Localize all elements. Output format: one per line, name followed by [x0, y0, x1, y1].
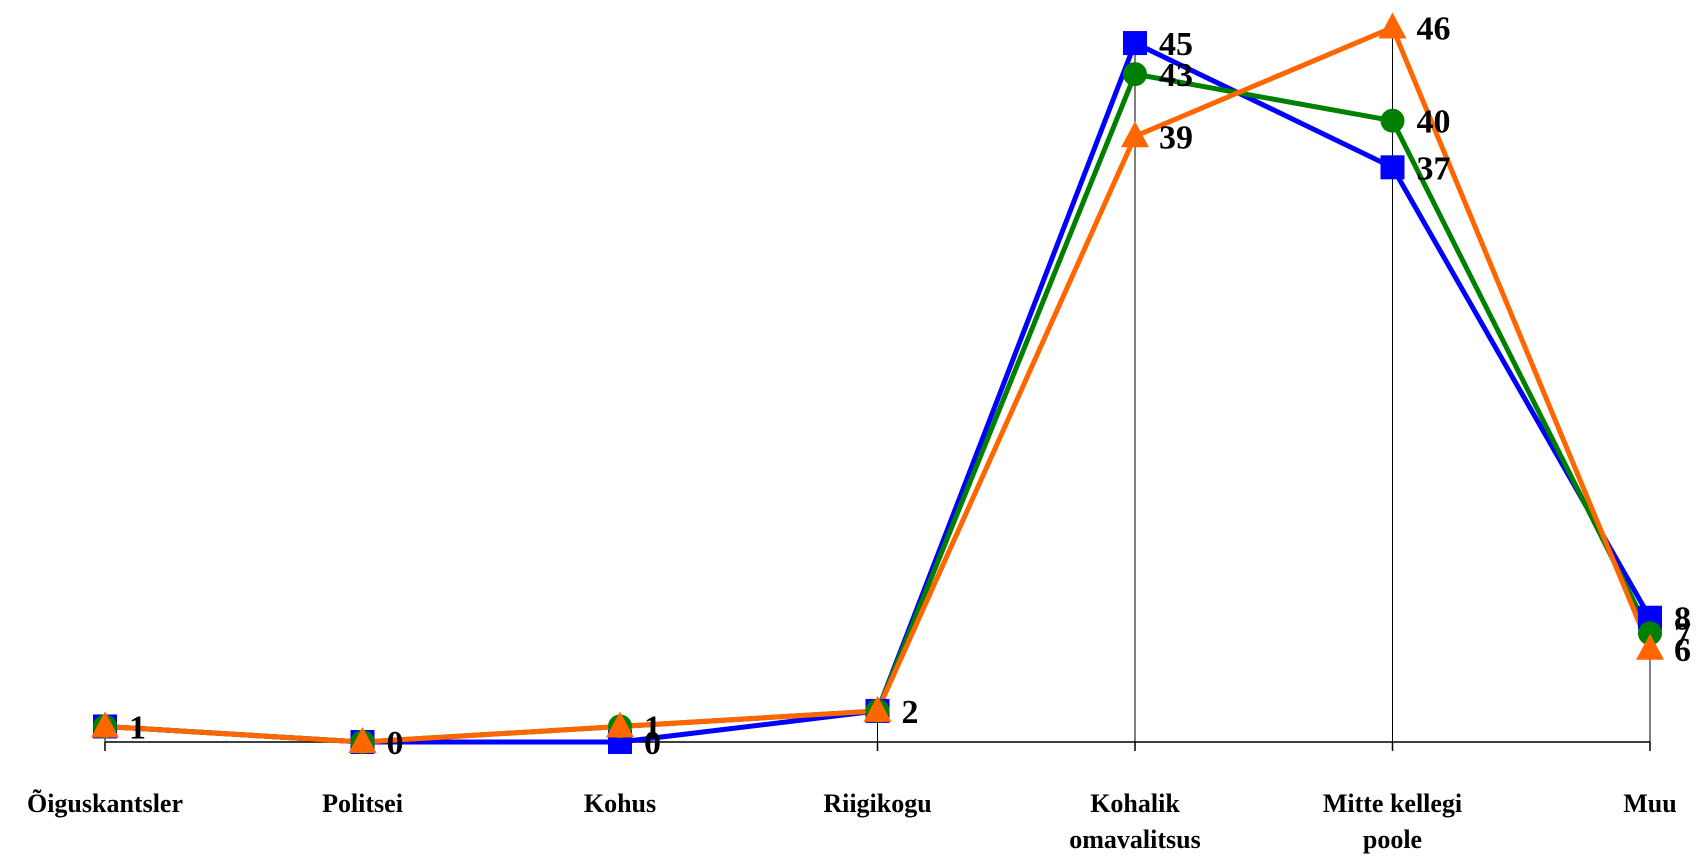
data-label: 8 — [1674, 601, 1691, 638]
data-point-triangle — [1636, 633, 1664, 660]
data-point-square — [1123, 31, 1147, 56]
x-tick-label: Muu — [1623, 789, 1676, 818]
data-label: 0 — [387, 725, 404, 762]
data-point-triangle — [91, 711, 119, 738]
data-label: 43 — [1159, 57, 1193, 94]
data-point-triangle — [606, 711, 634, 738]
x-tick-label: Mitte kellegi poole — [1323, 789, 1462, 854]
x-tick-label: Kohus — [584, 789, 656, 818]
data-point-circle — [1638, 621, 1662, 646]
data-label: 46 — [1417, 11, 1451, 48]
data-label: 39 — [1159, 119, 1193, 156]
data-point-triangle — [863, 695, 892, 722]
data-point-square — [1380, 155, 1405, 180]
x-tick-label-line: Muu — [1623, 789, 1676, 818]
data-label: 6 — [1674, 632, 1691, 669]
x-tick-label-line: Kohalik — [1090, 789, 1180, 818]
data-label: 2 — [902, 694, 919, 731]
data-label: 40 — [1417, 104, 1451, 141]
x-tick-label-line: Kohus — [584, 789, 656, 818]
x-tick-label-line: Mitte kellegi — [1323, 789, 1462, 818]
data-point-triangle — [1121, 121, 1149, 148]
x-tick-label: Õiguskantsler — [27, 789, 183, 818]
data-point-circle — [1123, 62, 1147, 87]
data-label: 37 — [1417, 150, 1451, 187]
data-point-triangle — [348, 727, 377, 753]
data-label: 45 — [1159, 26, 1193, 63]
x-tick-label-line: omavalitsus — [1069, 825, 1200, 854]
x-tick-label-line: Õiguskantsler — [27, 789, 183, 818]
x-tick-label-line: Politsei — [322, 789, 403, 818]
data-label: 1 — [129, 709, 146, 746]
x-tick-label: Riigikogu — [823, 789, 931, 818]
data-label: 7 — [1674, 616, 1691, 653]
x-tick-labels: Õiguskantsler Politsei Kohus Riigikogu Kohal… — [27, 789, 1677, 854]
data-label: 0 — [644, 725, 661, 762]
data-point-triangle — [1378, 12, 1407, 39]
x-tick-label-line: Riigikogu — [823, 789, 931, 818]
data-label: 1 — [644, 709, 661, 746]
data-point-circle — [1380, 108, 1405, 133]
x-axis — [104, 741, 1651, 751]
series-line-1 — [104, 40, 1653, 745]
x-tick-label: Politsei — [322, 789, 403, 818]
x-tick-label: Kohalik omavalitsus — [1069, 789, 1200, 854]
x-tick-label-line: poole — [1363, 825, 1422, 854]
series-markers — [91, 12, 1664, 754]
